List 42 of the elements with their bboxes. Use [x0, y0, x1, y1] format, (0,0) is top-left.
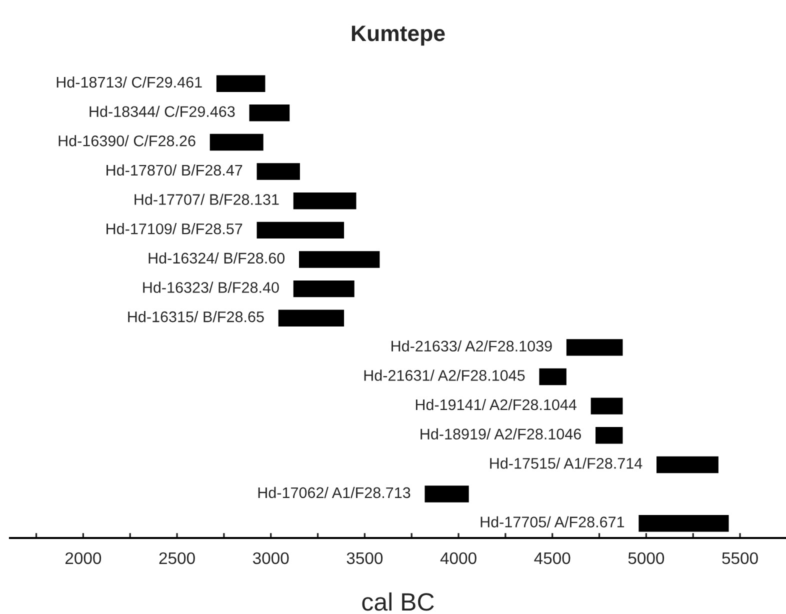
y-tick-label: Hd-17109/ B/F28.57 — [106, 223, 242, 234]
x-tick-label: 2000 — [65, 552, 102, 564]
bar — [278, 310, 344, 326]
bar — [638, 514, 729, 532]
y-tick-label: Hd-18344/ C/F29.463 — [90, 106, 235, 118]
x-tick-label: 2500 — [159, 552, 195, 564]
bar — [293, 192, 356, 210]
x-tick-label: 4000 — [440, 552, 476, 564]
x-tick-label: 5000 — [628, 552, 664, 564]
chart-title: Kumtepe — [352, 26, 445, 46]
y-tick-label: Hd-19141/ A2/F28.1044 — [416, 398, 577, 410]
bar — [256, 222, 344, 239]
bar — [249, 104, 290, 122]
bar — [424, 486, 469, 502]
x-tick-label: 3500 — [346, 552, 383, 564]
bar — [539, 368, 566, 386]
x-tick-label: 4500 — [534, 552, 570, 564]
bar — [293, 280, 354, 298]
bar — [299, 251, 380, 268]
bar — [596, 427, 623, 444]
x-tick-label: 3000 — [252, 552, 289, 564]
y-tick-label: Hd-16315/ B/F28.65 — [128, 311, 264, 322]
x-axis-title: cal BC — [362, 592, 434, 611]
bar — [256, 163, 300, 180]
y-tick-label: Hd-17515/ A1/F28.714 — [490, 458, 642, 469]
y-tick-label: Hd-18919/ A2/F28.1046 — [420, 428, 581, 440]
y-tick-label: Hd-21633/ A2/F28.1039 — [392, 340, 552, 352]
y-tick-label: Hd-16390/ C/F28.26 — [58, 135, 196, 146]
x-tick-label: 5500 — [722, 552, 758, 564]
y-tick-label: Hd-17870/ B/F28.47 — [106, 164, 242, 176]
bar — [216, 75, 266, 92]
y-tick-label: Hd-17705/ A/F28.671 — [480, 516, 624, 528]
bar — [566, 339, 623, 356]
y-tick-label: Hd-17062/ A1/F28.713 — [258, 486, 410, 498]
y-tick-label: Hd-18713/ C/F29.461 — [56, 76, 202, 88]
y-tick-label: Hd-16323/ B/F28.40 — [143, 282, 279, 293]
bar — [656, 456, 718, 474]
y-tick-label: Hd-17707/ B/F28.131 — [134, 194, 279, 205]
bar — [210, 134, 264, 151]
bar — [590, 398, 623, 414]
y-tick-label: Hd-16324/ B/F28.60 — [148, 252, 285, 264]
y-tick-label: Hd-21631/ A2/F28.1045 — [364, 370, 525, 381]
